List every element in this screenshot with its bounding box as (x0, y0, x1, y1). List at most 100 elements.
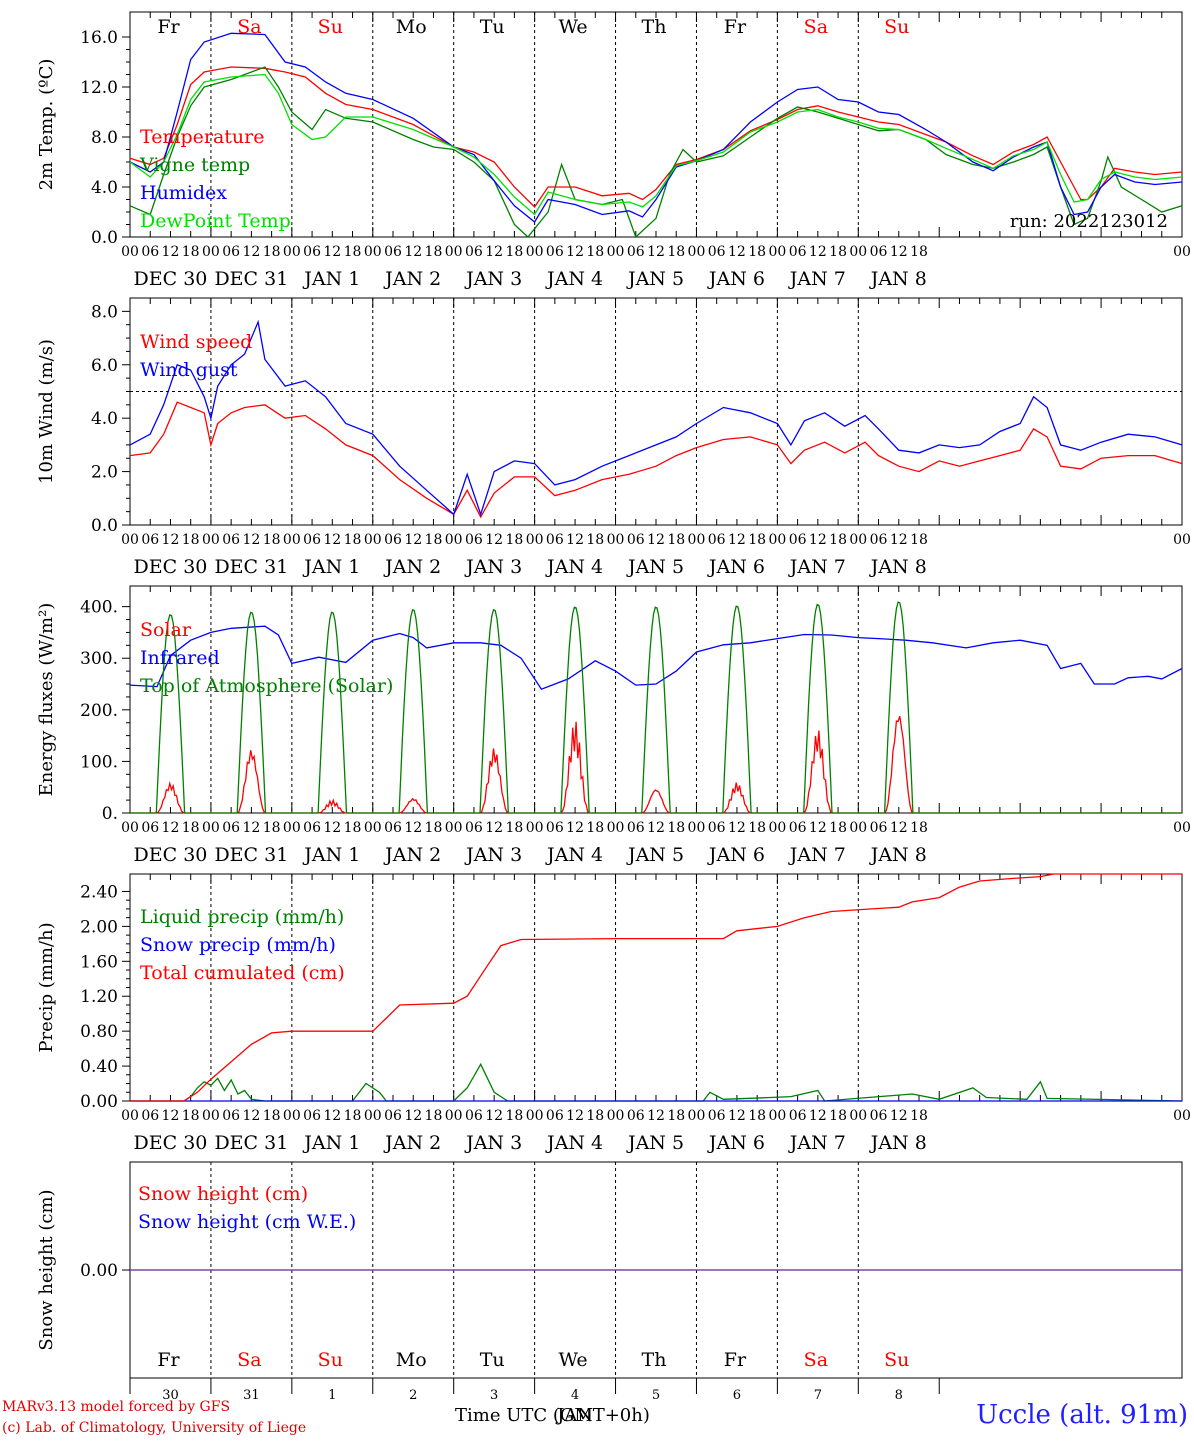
month-label: JAN (555, 1405, 593, 1426)
hour-tick-label: 00 (768, 532, 786, 548)
date-label: JAN 3 (464, 556, 522, 578)
run-annotation: run: 2022123012 (1010, 211, 1168, 232)
panel-frame (129, 11, 1183, 238)
hour-tick-label: 12 (890, 244, 908, 260)
hour-tick-label: 12 (566, 244, 584, 260)
y-tick-label: 0. (102, 804, 118, 824)
panel-2 (122, 297, 1183, 526)
weekday-label-top: Th (642, 16, 667, 38)
hour-tick-label: 06 (708, 1108, 726, 1124)
hour-tick-label: 00 (607, 1108, 625, 1124)
hour-tick-label: 12 (809, 1108, 827, 1124)
hour-tick-label: 06 (789, 244, 807, 260)
hour-tick-label: 12 (323, 244, 341, 260)
legend-entry: Snow height (cm W.E.) (138, 1211, 356, 1233)
hour-tick-label: 12 (728, 820, 746, 836)
hour-tick-label: 00 (202, 1108, 220, 1124)
hour-tick-label: 00 (849, 820, 867, 836)
station-label: Uccle (alt. 91m) (976, 1400, 1188, 1430)
hour-tick-label: 00 (121, 532, 139, 548)
panel-4 (122, 873, 1183, 1102)
y-tick-label: 4.0 (91, 178, 118, 198)
hour-tick-label: 00 (202, 820, 220, 836)
hour-tick-label: 12 (162, 820, 180, 836)
hour-tick-label: 18 (505, 820, 523, 836)
day-number: 8 (895, 1388, 903, 1403)
hour-tick-label: 00 (849, 532, 867, 548)
hour-tick-label: 06 (789, 1108, 807, 1124)
hour-tick-label: 12 (728, 1108, 746, 1124)
day-number: 31 (243, 1388, 260, 1403)
y-tick-label: 0.0 (91, 516, 118, 536)
hour-tick-label: 18 (182, 820, 200, 836)
y-axis-label: Energy fluxes (W/m²) (36, 603, 57, 797)
lab-credit: (c) Lab. of Climatology, University of L… (2, 1420, 307, 1436)
hour-tick-label: 00 (849, 244, 867, 260)
hour-tick-label: 18 (586, 532, 604, 548)
hour-tick-label: 00 (526, 820, 544, 836)
hour-tick-label: 06 (546, 1108, 564, 1124)
date-label: JAN 2 (383, 556, 441, 578)
hour-tick-label: 18 (586, 1108, 604, 1124)
y-tick-label: 1.20 (80, 987, 118, 1007)
hour-tick-label: 12 (890, 1108, 908, 1124)
hour-tick-label: 18 (748, 532, 766, 548)
weekday-label-top: Tu (480, 16, 505, 38)
hour-tick-label: 18 (344, 820, 362, 836)
hour-tick-label: 18 (182, 1108, 200, 1124)
hour-tick-label: 06 (384, 1108, 402, 1124)
hour-tick-label: 00 (526, 244, 544, 260)
date-label: JAN 4 (545, 556, 603, 578)
y-tick-label: 100. (80, 752, 118, 772)
model-credit: MARv3.13 model forced by GFS (2, 1399, 231, 1415)
series-line-infrared (129, 625, 1183, 690)
date-label: JAN 2 (383, 268, 441, 290)
y-tick-label: 1.60 (80, 952, 118, 972)
y-tick-label: 2.40 (80, 882, 118, 902)
day-number: 30 (162, 1388, 179, 1403)
weekday-label-bottom: Sa (237, 1349, 261, 1371)
hour-tick-label: 18 (910, 1108, 928, 1124)
hour-tick-label: 18 (425, 820, 443, 836)
date-label: JAN 8 (869, 1132, 927, 1154)
date-label: JAN 5 (626, 268, 684, 290)
panel-3 (122, 585, 1183, 814)
date-label: DEC 30 (134, 268, 208, 290)
hour-tick-label: 12 (404, 532, 422, 548)
hour-tick-label: 06 (870, 244, 888, 260)
weekday-label-bottom: Fr (724, 1349, 747, 1371)
date-label: JAN 1 (302, 1132, 360, 1154)
hour-tick-label: 00 (445, 244, 463, 260)
series-line-dewpoint-temp (129, 73, 1183, 216)
date-label: DEC 30 (134, 844, 208, 866)
date-label: JAN 1 (302, 556, 360, 578)
legend-entry: DewPoint Temp (140, 210, 291, 232)
hour-tick-label: 12 (809, 532, 827, 548)
date-label: JAN 3 (464, 844, 522, 866)
hour-tick-label: 00 (768, 1108, 786, 1124)
date-label: DEC 31 (214, 268, 288, 290)
hour-tick-label: 18 (829, 244, 847, 260)
hour-tick-label: 00 (364, 820, 382, 836)
hour-tick-label: 12 (404, 244, 422, 260)
weekday-label-bottom: Su (318, 1349, 343, 1371)
hour-tick-label: 00 (1173, 532, 1191, 548)
hour-tick-label: 00 (283, 244, 301, 260)
date-label: JAN 5 (626, 844, 684, 866)
hour-tick-label: 18 (586, 244, 604, 260)
hour-tick-label: 00 (121, 820, 139, 836)
hour-tick-label: 18 (667, 1108, 685, 1124)
weekday-label-top: Su (884, 16, 909, 38)
weekday-label-top: Mo (396, 16, 427, 38)
hour-tick-label: 00 (607, 532, 625, 548)
weekday-label-top: Sa (237, 16, 261, 38)
hour-tick-label: 12 (242, 820, 260, 836)
date-label: JAN 4 (545, 268, 603, 290)
hour-tick-label: 06 (384, 820, 402, 836)
hour-tick-label: 18 (344, 244, 362, 260)
hour-tick-label: 00 (283, 532, 301, 548)
weekday-label-bottom: Th (642, 1349, 667, 1371)
y-tick-label: 6.0 (91, 356, 118, 376)
hour-tick-label: 12 (242, 244, 260, 260)
legend-entry: Liquid precip (mm/h) (140, 906, 344, 928)
